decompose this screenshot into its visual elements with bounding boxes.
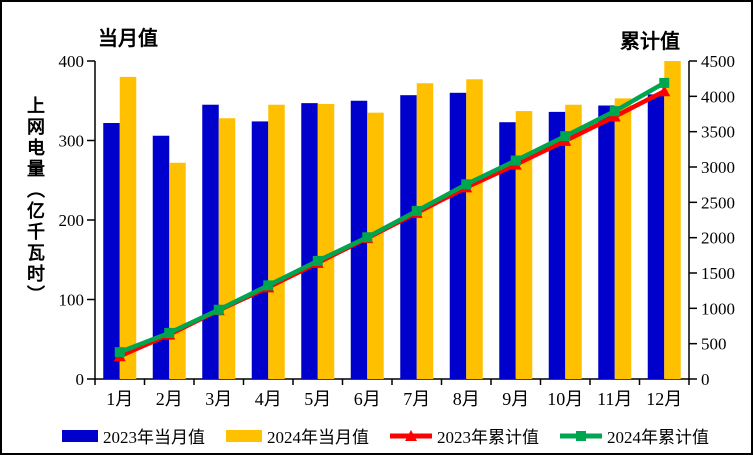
x-tick-label: 6月	[354, 389, 381, 409]
bar-2024年当月值-3月	[218, 118, 236, 380]
right-tick-label: 4000	[701, 87, 735, 106]
bar-2024年当月值-1月	[119, 76, 137, 380]
right-tick-label: 1500	[701, 264, 735, 283]
x-tick-label: 8月	[453, 389, 480, 409]
right-axis-ticks: 0 500 1000 1500 2000 2500 3000 3500 4000 4500	[689, 52, 735, 389]
bar-2024年当月值-10月	[565, 104, 582, 379]
legend-item-3: 2023年累计值	[390, 423, 539, 448]
marker-2024年累计值-3月	[213, 304, 224, 315]
marker-2024年累计值-10月	[560, 131, 571, 142]
bar-2023年当月值-8月	[449, 92, 467, 380]
legend-label: 2023年当月值	[103, 428, 205, 447]
bar-2024年当月值-11月	[614, 98, 632, 380]
legend-item-4: 2024年累计值	[560, 423, 709, 448]
marker-2024年累计值-4月	[263, 280, 274, 291]
marker-2024年累计值-1月	[114, 347, 125, 358]
right-tick-label: 0	[701, 370, 710, 389]
x-tick-label: 7月	[403, 389, 430, 409]
x-tick-label: 10月	[547, 389, 583, 409]
legend-swatch-line	[390, 429, 432, 443]
left-tick-label: 100	[59, 291, 85, 310]
bar-2023年当月值-9月	[499, 122, 516, 379]
bar-2023年当月值-12月	[647, 94, 665, 379]
right-axis-title: 累计值	[620, 31, 680, 53]
legend-swatch-line	[560, 429, 602, 443]
bar-2023年当月值-11月	[598, 105, 615, 380]
line-2024年累计值	[114, 77, 670, 358]
marker-2024年累计值-6月	[362, 232, 373, 243]
x-tick-label: 12月	[646, 389, 682, 409]
marker-2024年累计值-11月	[609, 106, 620, 117]
y-axis-label: 上网电量（亿千瓦时）	[25, 96, 45, 306]
bar-2023年当月值-10月	[548, 111, 566, 379]
legend-item-1: 2023年当月值	[62, 423, 205, 448]
legend-swatch-bar	[62, 429, 98, 443]
legend-label: 2024年累计值	[607, 428, 709, 447]
left-tick-label: 0	[76, 370, 85, 389]
bar-2024年当月值-7月	[416, 83, 434, 379]
bar-2024年当月值-9月	[515, 111, 533, 380]
chart-legend: 2023年当月值 2024年当月值 2023年累计值 2024年累计值	[62, 423, 709, 448]
bars-2024年当月值	[119, 61, 681, 380]
bar-2024年当月值-4月	[268, 104, 285, 379]
bar-2024年当月值-8月	[466, 79, 483, 379]
bar-2023年当月值-7月	[400, 95, 417, 379]
x-axis-ticks: 1月 2月 3月 4月 5月 6月 7月 8月 9月 10月 11月 12月	[94, 379, 690, 409]
marker-2024年累计值-8月	[461, 179, 472, 190]
bar-2024年当月值-5月	[317, 103, 335, 380]
x-tick-label: 11月	[597, 389, 632, 409]
right-tick-label: 4500	[701, 52, 735, 71]
bar-2023年当月值-2月	[152, 135, 170, 379]
marker-2024年累计值-9月	[510, 155, 521, 166]
bar-2024年当月值-6月	[367, 112, 384, 380]
right-tick-label: 1000	[701, 299, 735, 318]
left-axis-ticks: 0 100 200 300 400	[59, 52, 95, 389]
bar-2024年当月值-2月	[169, 162, 186, 379]
right-tick-label: 500	[701, 335, 727, 354]
marker-2023年累计值-12月	[658, 85, 671, 97]
marker-2024年累计值-7月	[411, 205, 422, 216]
bar-2024年当月值-12月	[664, 61, 681, 379]
x-tick-label: 1月	[106, 389, 133, 409]
bar-2023年当月值-5月	[301, 103, 318, 379]
bar-2023年当月值-1月	[103, 123, 120, 379]
marker-2024年累计值-5月	[312, 255, 323, 266]
x-tick-label: 4月	[255, 389, 282, 409]
right-tick-label: 2000	[701, 229, 735, 248]
right-tick-label: 3000	[701, 158, 735, 177]
bar-2023年当月值-4月	[251, 121, 269, 380]
legend-label: 2024年当月值	[267, 428, 369, 447]
right-tick-label: 2500	[701, 193, 735, 212]
legend-swatch-bar	[226, 429, 262, 443]
legend-item-2: 2024年当月值	[226, 423, 369, 448]
left-tick-label: 300	[59, 132, 85, 151]
left-tick-label: 200	[59, 211, 85, 230]
x-tick-label: 3月	[205, 389, 232, 409]
left-axis-title: 当月值	[98, 28, 158, 50]
marker-2024年累计值-12月	[659, 77, 670, 88]
bar-2023年当月值-3月	[202, 104, 219, 379]
right-tick-label: 3500	[701, 123, 735, 142]
x-tick-label: 5月	[304, 389, 331, 409]
left-tick-label: 400	[59, 52, 85, 71]
x-tick-label: 2月	[156, 389, 183, 409]
legend-label: 2023年累计值	[437, 428, 539, 447]
x-tick-label: 9月	[502, 389, 529, 409]
marker-2024年累计值-2月	[164, 327, 175, 338]
